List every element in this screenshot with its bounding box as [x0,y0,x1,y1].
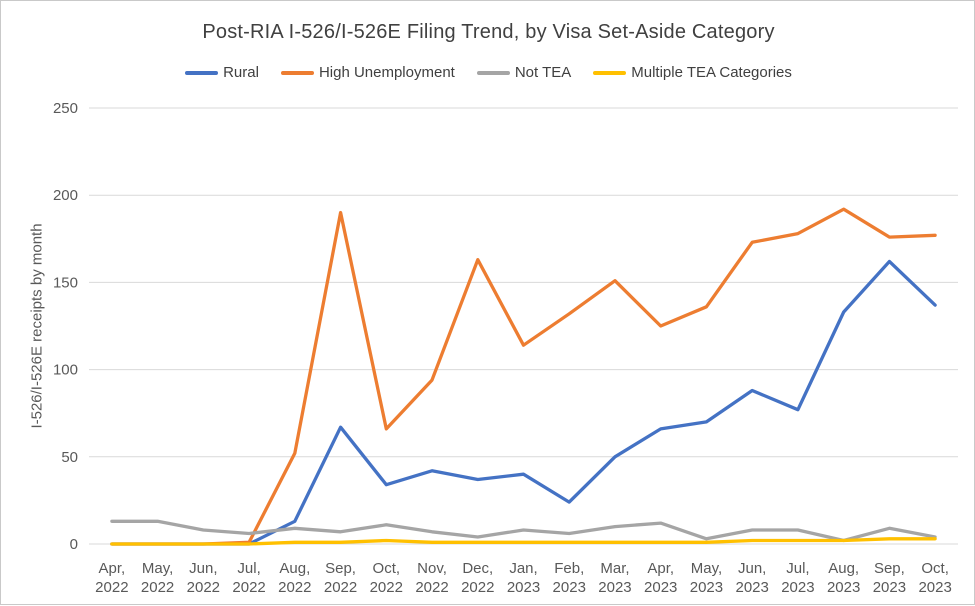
legend-label: High Unemployment [318,64,455,81]
x-tick-label: May, 2023 [690,560,723,596]
x-tick-label: Jan, 2023 [507,560,540,596]
legend-item-high-unemployment: High Unemployment [280,64,455,81]
y-tick-label: 0 [70,536,78,553]
x-tick-label: Nov, 2022 [415,560,448,596]
x-tick-label: Jun, 2023 [735,560,768,596]
x-tick-label: Apr, 2022 [95,560,128,596]
y-tick-label: 150 [53,274,78,291]
chart-title: Post-RIA I-526/I-526E Filing Trend, by V… [202,21,775,43]
x-tick-label: Aug, 2023 [827,560,860,596]
x-tick-label: Apr, 2023 [644,560,677,596]
legend-swatch-icon [593,70,627,75]
legend-item-not-tea: Not TEA [476,64,572,81]
x-tick-label: Mar, 2023 [598,560,631,596]
legend-label: Multiple TEA Categories [631,64,792,81]
legend-item-rural: Rural [185,64,259,81]
x-tick-label: Jun, 2022 [187,560,220,596]
x-tick-label: Jul, 2023 [781,560,814,596]
x-tick-label: Oct, 2023 [918,560,951,596]
x-tick-label: Oct, 2022 [370,560,403,596]
series-line-not-tea [110,519,937,543]
x-tick-label: May, 2022 [141,560,174,596]
legend-item-multiple-tea-categories: Multiple TEA Categories [593,64,792,81]
series-line-multiple-tea-categories [110,537,937,546]
legend: Rural High Unemployment Not TEA Multiple TE… [1,64,975,81]
legend-swatch-icon [185,70,219,75]
legend-label: Not TEA [514,64,572,81]
x-tick-label: Aug, 2022 [278,560,311,596]
y-tick-label: 250 [53,100,78,117]
series-line-high-unemployment [110,207,937,546]
y-tick-label: 50 [61,449,78,466]
y-tick-label: 100 [53,362,78,379]
x-tick-label: Jul, 2022 [232,560,265,596]
x-tick-label: Sep, 2023 [873,560,906,596]
x-tick-label: Dec, 2022 [461,560,494,596]
x-tick-label: Sep, 2022 [324,560,357,596]
legend-swatch-icon [280,70,314,75]
series-line-rural [110,259,937,546]
y-tick-label: 200 [53,187,78,204]
legend-label: Rural [223,64,259,81]
legend-swatch-icon [476,70,510,75]
x-tick-label: Feb, 2023 [553,560,586,596]
